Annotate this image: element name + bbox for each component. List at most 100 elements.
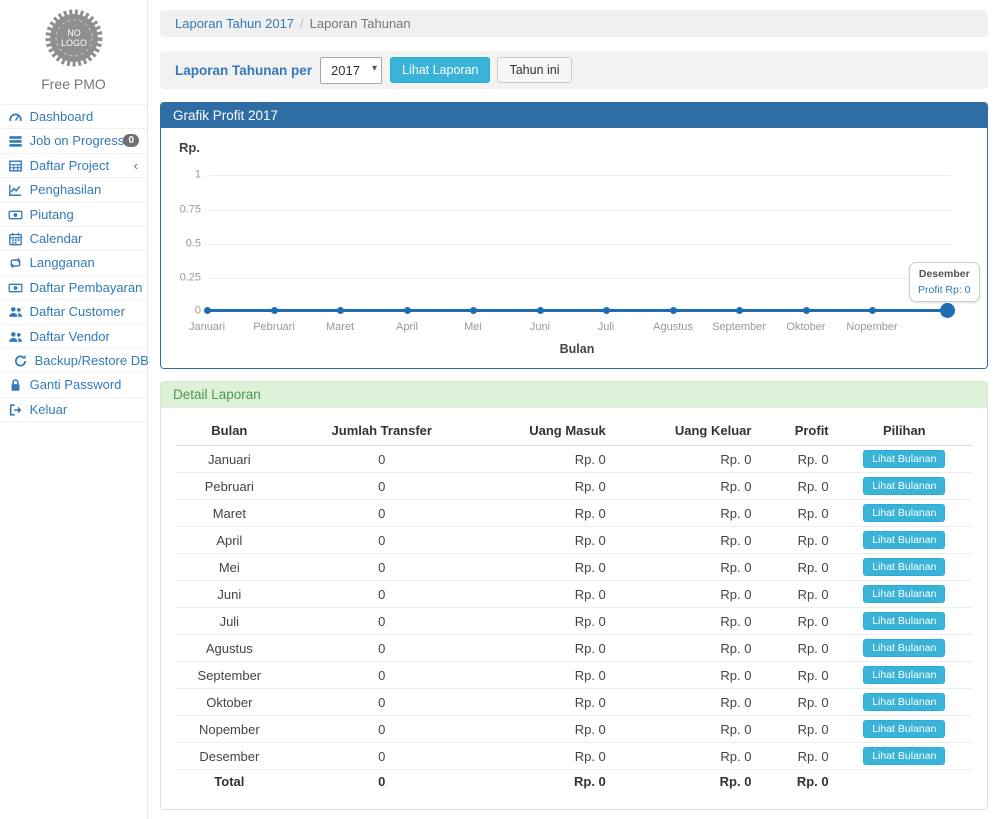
y-tick-label: 0.75	[161, 203, 201, 215]
table-total-row: Total0Rp. 0Rp. 0Rp. 0	[176, 770, 972, 794]
sidebar-item-job-on-progress[interactable]: Job on Progress 0	[0, 129, 147, 153]
table-row: Juni0Rp. 0Rp. 0Rp. 0Lihat Bulanan	[176, 581, 972, 608]
lihat-bulanan-button[interactable]: Lihat Bulanan	[863, 531, 945, 549]
table-row: Mei0Rp. 0Rp. 0Rp. 0Lihat Bulanan	[176, 554, 972, 581]
data-point-juni[interactable]	[537, 307, 544, 314]
table-icon	[8, 159, 23, 172]
lihat-bulanan-button[interactable]: Lihat Bulanan	[863, 666, 945, 684]
sidebar-item-daftar-customer[interactable]: Daftar Customer	[0, 300, 147, 324]
tahun-ini-button[interactable]: Tahun ini	[497, 57, 571, 83]
detail-panel-title: Detail Laporan	[161, 382, 987, 408]
tooltip-month: Desember	[918, 267, 971, 283]
lihat-bulanan-button[interactable]: Lihat Bulanan	[863, 612, 945, 630]
data-point-oktober[interactable]	[803, 307, 810, 314]
lihat-bulanan-button[interactable]: Lihat Bulanan	[863, 477, 945, 495]
lihat-bulanan-button[interactable]: Lihat Bulanan	[863, 558, 945, 576]
lihat-laporan-button[interactable]: Lihat Laporan	[390, 57, 490, 83]
lock-icon	[8, 378, 23, 391]
gridline	[209, 278, 951, 279]
refresh-icon	[13, 354, 28, 367]
table-row: Oktober0Rp. 0Rp. 0Rp. 0Lihat Bulanan	[176, 689, 972, 716]
col-header-uang-masuk: Uang Masuk	[481, 418, 614, 446]
col-header-jumlah-transfer: Jumlah Transfer	[283, 418, 481, 446]
lihat-bulanan-button[interactable]: Lihat Bulanan	[863, 450, 945, 468]
data-point-desember-active[interactable]	[940, 303, 955, 318]
sidebar-item-piutang[interactable]: Piutang	[0, 203, 147, 227]
col-header-profit: Profit	[759, 418, 836, 446]
no-logo-seal-icon: NO LOGO	[45, 9, 103, 67]
breadcrumb-separator: /	[300, 16, 304, 31]
breadcrumb-current: Laporan Tahunan	[310, 16, 411, 31]
sign-out-icon	[8, 403, 23, 416]
logo: NO LOGO Free PMO	[0, 0, 147, 104]
report-filter-bar: Laporan Tahunan per 2017 ▾ Lihat Laporan…	[160, 51, 988, 89]
table-row: September0Rp. 0Rp. 0Rp. 0Lihat Bulanan	[176, 662, 972, 689]
x-axis-title: Bulan	[207, 342, 947, 356]
table-row: Juli0Rp. 0Rp. 0Rp. 0Lihat Bulanan	[176, 608, 972, 635]
sidebar-item-keluar[interactable]: Keluar	[0, 398, 147, 422]
data-point-agustus[interactable]	[670, 307, 677, 314]
sidebar-item-dashboard[interactable]: Dashboard	[0, 105, 147, 129]
profit-series-line	[207, 309, 947, 312]
gridline	[209, 244, 951, 245]
col-header-pilihan: Pilihan	[837, 418, 972, 446]
data-point-juli[interactable]	[603, 307, 610, 314]
line-chart-icon	[8, 183, 23, 196]
lihat-bulanan-button[interactable]: Lihat Bulanan	[863, 504, 945, 522]
lihat-bulanan-button[interactable]: Lihat Bulanan	[863, 693, 945, 711]
gridline	[209, 210, 951, 211]
lihat-bulanan-button[interactable]: Lihat Bulanan	[863, 720, 945, 738]
sidebar-item-penghasilan[interactable]: Penghasilan	[0, 178, 147, 202]
y-tick-label: 1	[161, 168, 201, 180]
data-point-maret[interactable]	[337, 307, 344, 314]
data-point-nopember[interactable]	[869, 307, 876, 314]
brand-name: Free PMO	[0, 76, 147, 104]
gridline	[209, 175, 951, 176]
lihat-bulanan-button[interactable]: Lihat Bulanan	[863, 639, 945, 657]
y-tick-label: 0.5	[161, 237, 201, 249]
chart-tooltip: Desember Profit Rp: 0	[909, 262, 980, 302]
main-content: Laporan Tahun 2017 / Laporan Tahunan Lapor…	[148, 0, 1000, 819]
sidebar-menu: Dashboard Job on Progress 0 Daftar Proje…	[0, 104, 147, 422]
table-row: Maret0Rp. 0Rp. 0Rp. 0Lihat Bulanan	[176, 500, 972, 527]
retweet-icon	[8, 256, 23, 269]
data-point-pebruari[interactable]	[271, 307, 278, 314]
tasks-icon	[8, 134, 23, 147]
table-row: Januari0Rp. 0Rp. 0Rp. 0Lihat Bulanan	[176, 446, 972, 473]
sidebar-item-calendar[interactable]: Calendar	[0, 227, 147, 251]
money-icon	[8, 208, 23, 221]
col-header-bulan: Bulan	[176, 418, 283, 446]
sidebar-item-backup-restore-db[interactable]: Backup/Restore DB	[0, 349, 147, 373]
sidebar-item-daftar-project[interactable]: Daftar Project ‹	[0, 154, 147, 178]
count-badge: 0	[123, 134, 139, 147]
sidebar-item-daftar-vendor[interactable]: Daftar Vendor	[0, 325, 147, 349]
data-point-september[interactable]	[736, 307, 743, 314]
filter-label: Laporan Tahunan per	[175, 63, 312, 78]
table-header-row: Bulan Jumlah Transfer Uang Masuk Uang Ke…	[176, 418, 972, 446]
users-icon	[8, 305, 23, 318]
money-icon	[8, 281, 23, 294]
svg-text:LOGO: LOGO	[60, 38, 86, 48]
x-tick-label: Nopember	[832, 321, 912, 333]
detail-laporan-panel: Detail Laporan Bulan Jumlah Transfer Uan…	[160, 381, 988, 810]
sidebar-item-langganan[interactable]: Langganan	[0, 251, 147, 275]
lihat-bulanan-button[interactable]: Lihat Bulanan	[863, 585, 945, 603]
tooltip-value: Profit Rp: 0	[918, 283, 971, 298]
breadcrumb: Laporan Tahun 2017 / Laporan Tahunan	[160, 10, 988, 37]
data-point-mei[interactable]	[470, 307, 477, 314]
y-axis-title: Rp.	[179, 140, 200, 155]
profit-line-chart: Rp. 1 0.75 0.5 0.25 0 Januari Pebr	[161, 128, 987, 368]
data-point-april[interactable]	[404, 307, 411, 314]
sidebar-item-daftar-pembayaran[interactable]: Daftar Pembayaran	[0, 276, 147, 300]
profit-chart-panel: Grafik Profit 2017 Rp. 1 0.75 0.5 0.25 0	[160, 102, 988, 369]
calendar-icon	[8, 232, 23, 245]
lihat-bulanan-button[interactable]: Lihat Bulanan	[863, 747, 945, 765]
year-select[interactable]: 2017	[320, 57, 382, 84]
users-icon	[8, 330, 23, 343]
data-point-januari[interactable]	[204, 307, 211, 314]
sidebar-item-ganti-password[interactable]: Ganti Password	[0, 373, 147, 397]
table-row: Pebruari0Rp. 0Rp. 0Rp. 0Lihat Bulanan	[176, 473, 972, 500]
y-tick-label: 0.25	[161, 271, 201, 283]
col-header-uang-keluar: Uang Keluar	[614, 418, 760, 446]
breadcrumb-link-laporan-tahun[interactable]: Laporan Tahun 2017	[175, 16, 294, 31]
